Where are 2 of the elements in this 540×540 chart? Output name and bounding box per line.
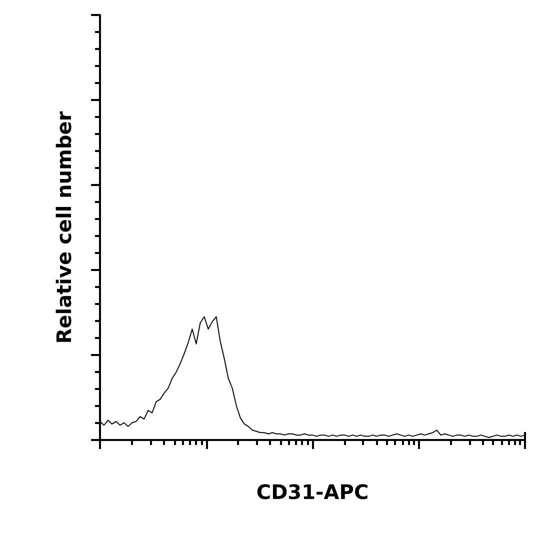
- x-axis-title: CD31-APC: [256, 480, 369, 504]
- y-axis-title: Relative cell number: [52, 111, 76, 344]
